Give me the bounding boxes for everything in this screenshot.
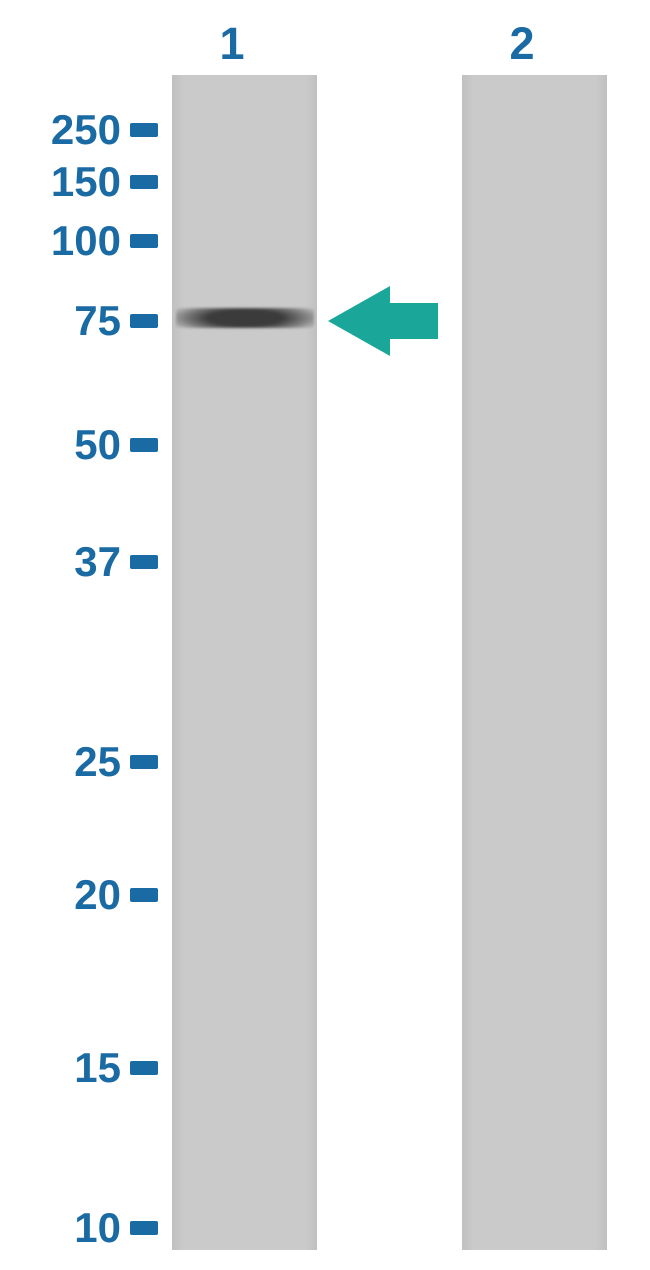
marker-label-10: 10 [74,1207,121,1249]
marker-tick-10 [130,1221,158,1235]
marker-label-150: 150 [51,161,121,203]
marker-label-25: 25 [74,741,121,783]
marker-tick-50 [130,438,158,452]
marker-tick-150 [130,175,158,189]
marker-tick-250 [130,123,158,137]
marker-tick-100 [130,234,158,248]
marker-tick-15 [130,1061,158,1075]
marker-label-15: 15 [74,1047,121,1089]
marker-tick-25 [130,755,158,769]
lane-header-2: 2 [502,18,542,70]
lane-header-1: 1 [212,18,252,70]
marker-label-100: 100 [51,220,121,262]
marker-label-250: 250 [51,109,121,151]
lane-2 [462,75,607,1250]
marker-label-75: 75 [74,300,121,342]
marker-tick-37 [130,555,158,569]
marker-label-37: 37 [74,541,121,583]
lane-1 [172,75,317,1250]
arrow-head-icon [328,286,390,356]
marker-tick-20 [130,888,158,902]
blot-canvas: 1 2 250 150 100 75 50 37 25 20 15 10 [0,0,650,1270]
band-lane1-75kda [176,308,314,328]
arrow-shaft-icon [390,303,438,339]
marker-label-20: 20 [74,874,121,916]
arrow-indicator-icon [328,286,438,356]
marker-label-50: 50 [74,424,121,466]
marker-tick-75 [130,314,158,328]
